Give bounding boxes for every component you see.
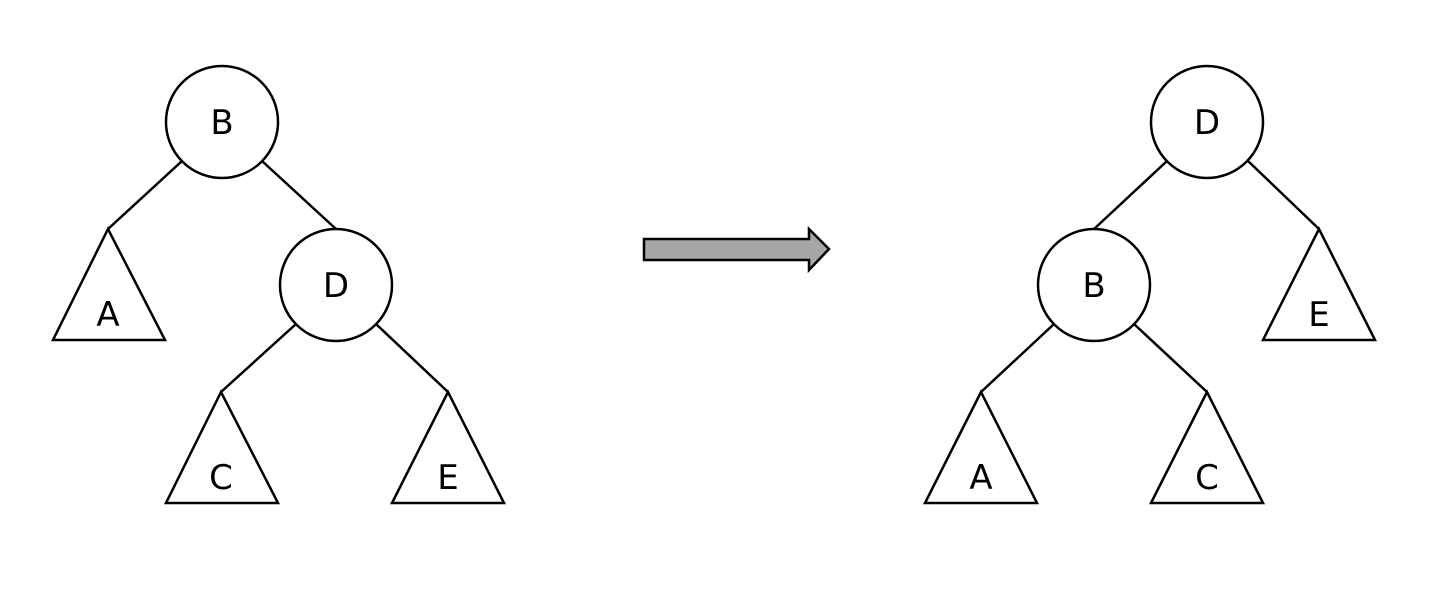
subtree-e-label: E bbox=[437, 458, 458, 498]
edge-d-to-b bbox=[1093, 160, 1168, 230]
subtree-e: E bbox=[389, 389, 507, 505]
subtree-c-label: C bbox=[1195, 458, 1219, 498]
subtree-e-label: E bbox=[1308, 295, 1329, 335]
edge-d-to-e bbox=[1247, 160, 1320, 230]
node-b: B bbox=[164, 64, 280, 180]
subtree-a-label: A bbox=[96, 295, 119, 335]
edge-b-to-c bbox=[1133, 323, 1208, 393]
edge-d-to-e bbox=[375, 323, 449, 393]
edge-d-to-c bbox=[220, 323, 297, 393]
node-b-label: B bbox=[210, 103, 233, 143]
edge-b-to-a bbox=[107, 160, 183, 230]
node-d-label: D bbox=[1194, 103, 1220, 143]
node-d-label: D bbox=[323, 266, 349, 306]
node-d: D bbox=[278, 227, 394, 343]
right-arrow-icon bbox=[642, 225, 831, 274]
after-tree: D B E A C bbox=[922, 64, 1378, 505]
subtree-c-label: C bbox=[209, 458, 233, 498]
node-d: D bbox=[1149, 64, 1265, 180]
edge-b-to-a bbox=[980, 323, 1055, 393]
subtree-c: C bbox=[163, 389, 281, 505]
edge-b-to-d bbox=[261, 160, 337, 230]
before-tree: B D A C E bbox=[50, 64, 507, 505]
subtree-a: A bbox=[50, 226, 168, 342]
subtree-a: A bbox=[922, 389, 1040, 505]
subtree-e: E bbox=[1260, 226, 1378, 342]
subtree-c: C bbox=[1148, 389, 1266, 505]
subtree-a-label: A bbox=[969, 458, 992, 498]
node-b: B bbox=[1036, 227, 1152, 343]
node-b-label: B bbox=[1082, 266, 1105, 306]
